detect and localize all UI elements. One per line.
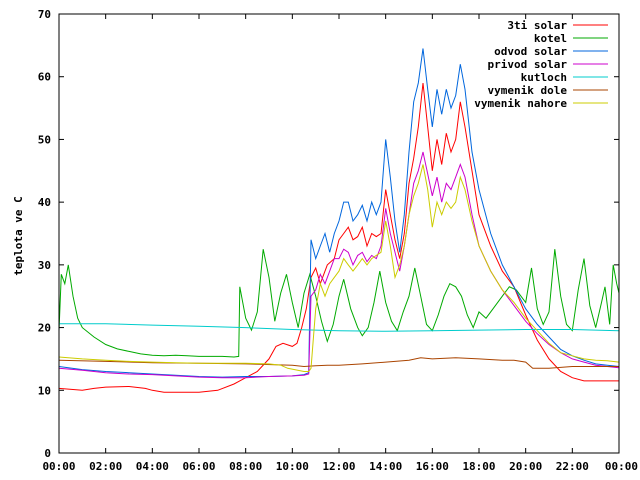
plot-series (58, 48, 620, 393)
y-tick-label: 10 (38, 384, 51, 397)
x-tick-label: 20:00 (509, 460, 542, 473)
legend-label: 3ti solar (507, 19, 567, 32)
y-tick-label: 30 (38, 259, 51, 272)
y-axis-label: teplota ve C (12, 196, 25, 275)
legend-label: vymenik dole (488, 84, 568, 97)
x-tick-label: 22:00 (556, 460, 589, 473)
series-line-3ti-solar (58, 82, 619, 393)
legend-label: kotel (534, 32, 567, 45)
legend-label: odvod solar (494, 45, 567, 58)
y-axis-ticks: 0 10 20 30 40 50 60 70 (38, 8, 619, 460)
series-line-kutloch (59, 323, 620, 332)
x-tick-label: 08:00 (229, 460, 262, 473)
x-tick-label: 02:00 (89, 460, 122, 473)
y-axis-label-text: teplota ve C (12, 196, 25, 275)
x-tick-label: 10:00 (276, 460, 309, 473)
x-axis-ticks: 00:00 02:00 04:00 06:00 08:00 10:00 12:00 14:00… (42, 14, 638, 473)
legend-label: kutloch (521, 71, 567, 84)
series-line-privod-solar (58, 151, 620, 379)
series-line-vymenik-nahore (58, 164, 620, 372)
legend-label: privod solar (488, 58, 568, 71)
legend-label: vymenik nahore (474, 97, 567, 110)
y-tick-label: 60 (38, 71, 51, 84)
y-tick-label: 50 (38, 133, 51, 146)
x-tick-label: 18:00 (462, 460, 495, 473)
y-tick-label: 40 (38, 196, 51, 209)
x-tick-label: 14:00 (369, 460, 402, 473)
y-tick-label: 20 (38, 322, 51, 335)
x-tick-label: 00:00 (42, 460, 75, 473)
x-tick-label: 00:00 (605, 460, 638, 473)
x-tick-label: 06:00 (182, 460, 215, 473)
x-tick-label: 16:00 (416, 460, 449, 473)
series-line-kotel (58, 249, 620, 358)
series-line-vymenik-dole (58, 357, 619, 369)
y-tick-label: 70 (38, 8, 51, 21)
x-tick-label: 04:00 (136, 460, 169, 473)
x-tick-label: 12:00 (322, 460, 355, 473)
y-tick-label: 0 (44, 447, 51, 460)
